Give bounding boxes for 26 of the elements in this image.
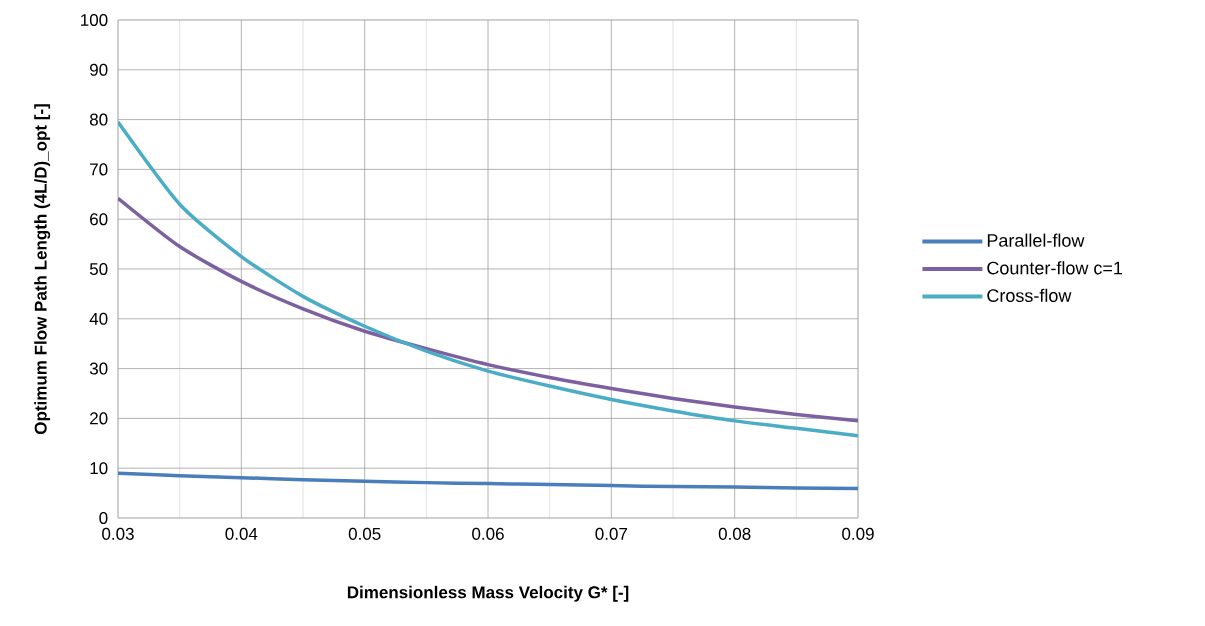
y-tick-label: 80 xyxy=(89,113,108,126)
x-tick-label: 0.06 xyxy=(472,527,504,540)
x-axis-title: Dimensionless Mass Velocity G* [-] xyxy=(347,585,629,602)
x-tick-label: 0.03 xyxy=(102,527,134,540)
x-tick-label: 0.07 xyxy=(595,527,628,540)
y-tick-label: 100 xyxy=(81,13,108,27)
y-axis-title: Optimum Flow Path Length (4L/D)_opt [-] xyxy=(34,104,51,435)
x-tick-label: 0.05 xyxy=(348,527,381,540)
x-tick-label: 0.08 xyxy=(718,527,751,540)
y-tick-label: 0 xyxy=(99,511,108,525)
y-tick-label: 10 xyxy=(90,462,108,475)
x-tick-label: 0.04 xyxy=(225,527,258,540)
line-series xyxy=(118,120,858,438)
y-tick-label: 90 xyxy=(90,63,108,76)
y-tick-label: 60 xyxy=(90,213,108,226)
legend-label: Counter-flow c=1 xyxy=(987,261,1123,275)
y-tick-label: 50 xyxy=(89,262,108,276)
line-series xyxy=(118,196,858,423)
y-tick-label: 40 xyxy=(89,312,108,325)
y-tick-label: 30 xyxy=(89,362,108,375)
y-tick-label: 20 xyxy=(90,412,108,425)
line-series xyxy=(118,471,858,491)
legend-label: Parallel-flow xyxy=(987,233,1085,247)
legend-label: Cross-flow xyxy=(987,288,1072,302)
x-tick-label: 0.09 xyxy=(842,527,874,540)
y-tick-label: 70 xyxy=(90,163,108,176)
